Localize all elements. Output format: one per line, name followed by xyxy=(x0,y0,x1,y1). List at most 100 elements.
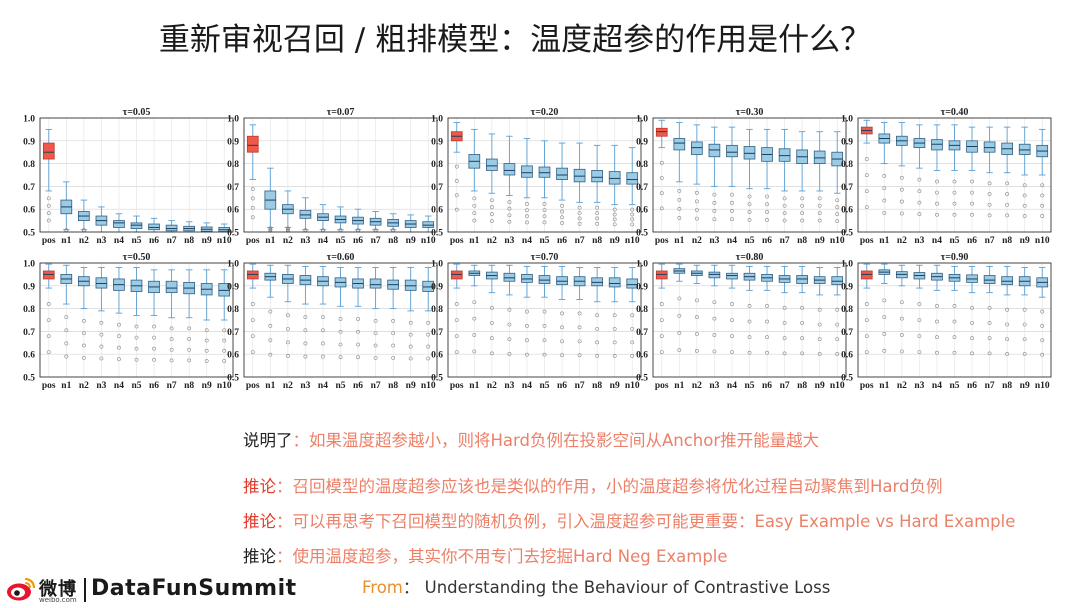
outlier-point xyxy=(882,348,887,353)
outlier-point xyxy=(338,329,343,334)
x-tick-label: n7 xyxy=(167,236,177,246)
outlier-point xyxy=(835,198,840,203)
y-tick-label: 0.5 xyxy=(431,229,443,239)
x-tick-label: n9 xyxy=(406,236,416,246)
y-tick-label: 0.5 xyxy=(636,229,648,239)
axes-frame xyxy=(447,262,642,378)
x-tick-label: n8 xyxy=(184,236,194,246)
outlier-point xyxy=(712,192,717,197)
outlier-point xyxy=(987,192,992,196)
y-tick-label: 1.0 xyxy=(23,260,35,270)
outlier-point xyxy=(577,205,582,210)
y-tick-label: 0.7 xyxy=(841,328,853,338)
outlier-point xyxy=(454,179,459,183)
outlier-point xyxy=(1005,307,1010,312)
outlier-point xyxy=(507,219,512,224)
outlier-point xyxy=(952,190,957,195)
outlier-point xyxy=(730,200,734,205)
neg-box xyxy=(1001,276,1013,286)
outlier-point xyxy=(64,354,69,359)
outlier-point xyxy=(712,209,717,213)
boxplot-grid: 0.5 0.6 0.7 0.8 0.9 1.0 τ=0.05 pos n1 n2 n3 n4 n5 n6 n… xyxy=(23,107,1052,391)
note-label: 说明了 xyxy=(243,431,293,450)
x-tick-label: n5 xyxy=(131,381,141,391)
neg-box xyxy=(556,276,568,286)
neg-box xyxy=(148,223,160,231)
outlier-point xyxy=(1005,322,1010,327)
x-tick-label: n5 xyxy=(539,381,549,391)
x-tick-label: n3 xyxy=(300,381,310,391)
outlier-point xyxy=(46,196,51,201)
neg-box xyxy=(538,166,551,178)
panel-title: τ=0.80 xyxy=(736,252,764,263)
outlier-point xyxy=(882,174,887,178)
outlier-point xyxy=(525,208,529,213)
outlier-point xyxy=(612,207,617,212)
note-label: 推论 xyxy=(243,477,276,496)
outlier-point xyxy=(694,315,699,320)
x-tick-label: n8 xyxy=(797,381,807,391)
outlier-point xyxy=(99,344,104,349)
weibo-text: 微博 xyxy=(39,579,77,600)
outlier-point xyxy=(630,340,635,345)
outlier-point xyxy=(659,160,664,165)
x-tick-label: n1 xyxy=(879,236,889,246)
outlier-point xyxy=(1040,183,1045,188)
neg-box xyxy=(573,168,586,183)
outlier-point xyxy=(1022,337,1027,342)
x-tick-label: n4 xyxy=(727,236,737,246)
outlier-point xyxy=(677,207,682,211)
outlier-point xyxy=(152,357,156,362)
x-tick-label: pos xyxy=(246,381,260,391)
outlier-point xyxy=(659,350,664,355)
x-tick-label: n1 xyxy=(265,236,275,246)
y-tick-label: 0.9 xyxy=(841,137,853,147)
neg-box xyxy=(778,148,791,162)
outlier-point xyxy=(630,207,635,212)
x-tick-label: n4 xyxy=(114,381,124,391)
outlier-point xyxy=(712,217,717,222)
y-tick-label: 0.7 xyxy=(431,183,443,193)
outlier-point xyxy=(338,355,343,360)
neg-box xyxy=(708,271,721,279)
outlier-point xyxy=(952,335,957,340)
neg-box xyxy=(130,222,143,229)
outlier-point xyxy=(250,187,255,191)
outlier-point xyxy=(426,320,431,325)
x-tick-label: n9 xyxy=(1020,236,1030,246)
outlier-point xyxy=(817,196,822,201)
x-tick-label: n7 xyxy=(575,236,585,246)
outlier-point xyxy=(250,196,255,201)
outlier-point xyxy=(356,329,360,334)
outlier-point xyxy=(1022,183,1027,188)
pos-box xyxy=(246,135,259,153)
outlier-point xyxy=(204,338,209,343)
y-tick-label: 0.7 xyxy=(23,183,35,193)
outlier-point xyxy=(117,357,121,362)
outlier-point xyxy=(935,319,939,324)
x-tick-label: n6 xyxy=(353,381,363,391)
outlier-point xyxy=(1022,322,1027,327)
outlier-point xyxy=(659,302,664,306)
x-tick-label: n7 xyxy=(780,236,790,246)
neg-box xyxy=(626,278,639,289)
outlier-point xyxy=(338,317,343,321)
outlier-point xyxy=(935,190,939,195)
outlier-point xyxy=(1022,203,1027,208)
y-tick-label: 0.8 xyxy=(23,160,35,170)
outlier-point xyxy=(917,200,922,205)
outlier-point xyxy=(817,352,822,356)
outlier-point xyxy=(46,350,51,355)
outlier-point xyxy=(285,326,290,331)
outlier-point xyxy=(408,320,413,325)
x-tick-label: n8 xyxy=(592,236,602,246)
outlier-point xyxy=(935,179,939,184)
outlier-point xyxy=(117,345,121,350)
outlier-point xyxy=(577,353,582,358)
from-text: ： Understanding the Behaviour of Contras… xyxy=(402,578,831,597)
outlier-point xyxy=(899,175,904,180)
y-tick-label: 0.8 xyxy=(431,305,443,315)
x-tick-label: n3 xyxy=(709,381,719,391)
neg-box xyxy=(691,141,703,155)
x-tick-label: pos xyxy=(450,381,464,391)
